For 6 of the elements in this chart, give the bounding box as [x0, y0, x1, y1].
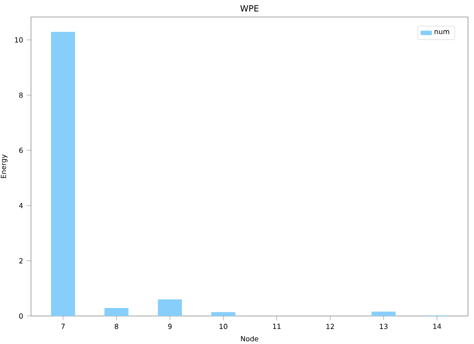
bar [158, 299, 182, 316]
chart-title: WPE [240, 5, 258, 12]
bar [372, 312, 396, 316]
bar [51, 32, 76, 316]
bar [211, 312, 236, 316]
bar [104, 308, 128, 316]
